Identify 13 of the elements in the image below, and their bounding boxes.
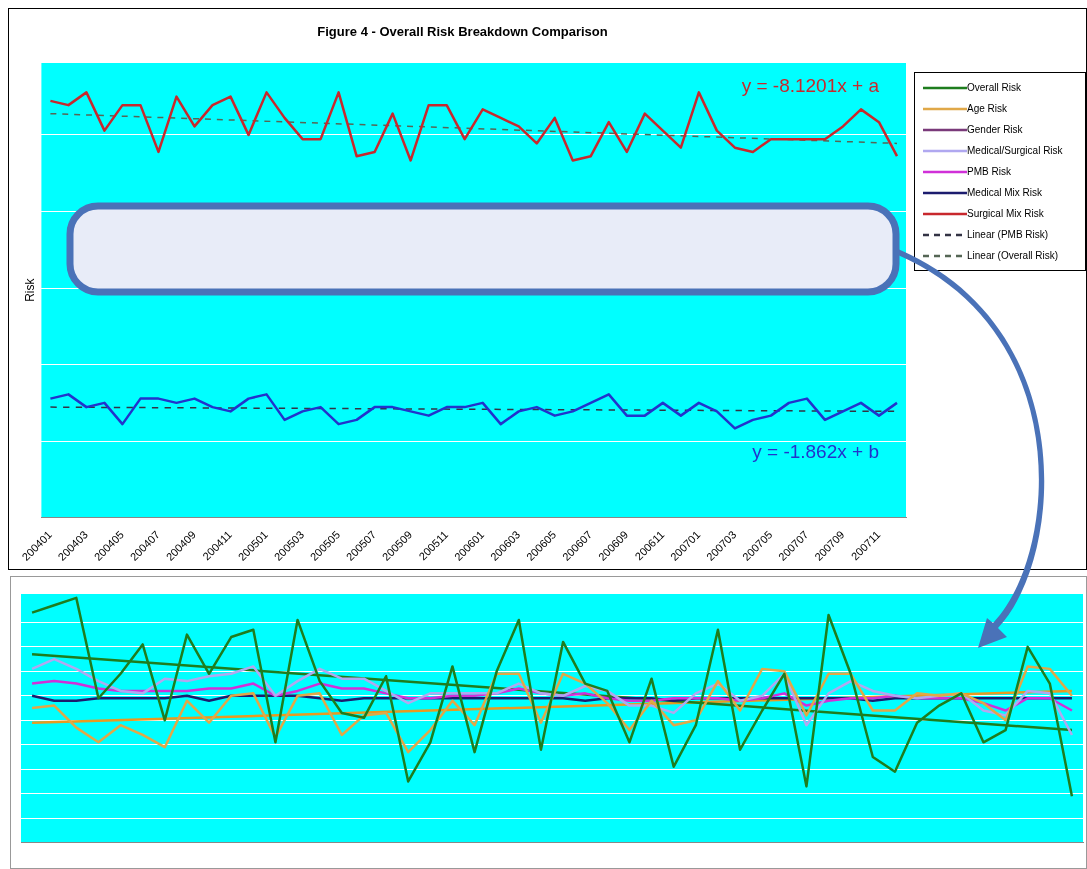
legend-label: Linear (Overall Risk): [967, 250, 1059, 261]
y-axis-title: Risk: [22, 277, 37, 302]
legend-label: Overall Risk: [967, 82, 1021, 93]
legend-label: Surgical Mix Risk: [967, 208, 1044, 219]
annotation: y = -8.1201x + a: [741, 75, 880, 97]
annotation: y = -1.862x + b: [752, 441, 879, 463]
chart-title: Figure 4 - Overall Risk Breakdown Comparison: [317, 24, 608, 40]
legend-label: Gender Risk: [967, 124, 1023, 135]
legend-label: PMB Risk: [967, 166, 1011, 177]
legend-label: Medical/Surgical Risk: [967, 145, 1063, 156]
legend-label: Medical Mix Risk: [967, 187, 1043, 198]
legend-label: Age Risk: [967, 103, 1008, 114]
legend-label: Linear (PMB Risk): [967, 229, 1049, 240]
